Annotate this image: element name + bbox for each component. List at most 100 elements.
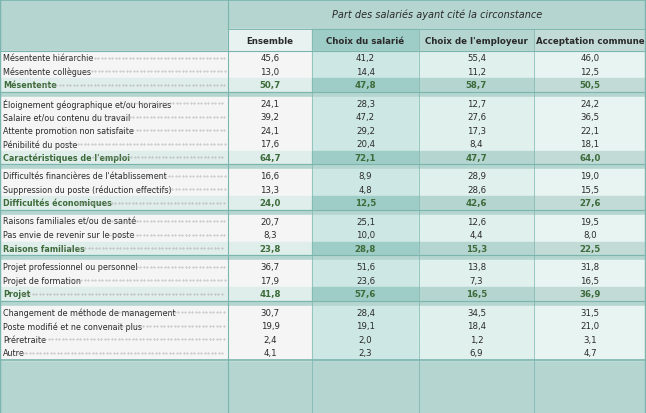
Bar bbox=[534, 65, 646, 79]
Bar bbox=[228, 151, 312, 165]
Text: 4,8: 4,8 bbox=[359, 185, 372, 194]
Bar bbox=[312, 138, 419, 151]
Bar bbox=[534, 79, 646, 92]
Bar bbox=[534, 287, 646, 301]
Bar bbox=[0, 287, 228, 301]
Bar bbox=[419, 319, 534, 333]
Bar bbox=[228, 97, 312, 111]
Bar bbox=[228, 255, 312, 260]
Bar bbox=[228, 52, 312, 65]
Bar bbox=[419, 124, 534, 138]
Text: 12,6: 12,6 bbox=[467, 217, 486, 226]
Bar bbox=[534, 151, 646, 165]
Text: 19,5: 19,5 bbox=[581, 217, 599, 226]
Bar bbox=[228, 242, 312, 255]
Text: 24,1: 24,1 bbox=[260, 100, 280, 109]
Bar bbox=[312, 151, 419, 165]
Bar bbox=[0, 197, 228, 210]
Text: 2,4: 2,4 bbox=[263, 335, 277, 344]
Bar bbox=[534, 215, 646, 228]
Bar bbox=[534, 124, 646, 138]
Bar bbox=[312, 260, 419, 274]
Bar bbox=[228, 0, 646, 30]
Bar bbox=[312, 346, 419, 360]
Bar bbox=[0, 165, 228, 170]
Bar bbox=[0, 333, 228, 346]
Bar bbox=[228, 197, 312, 210]
Bar bbox=[228, 165, 312, 170]
Text: Projet professionnel ou personnel: Projet professionnel ou personnel bbox=[3, 263, 138, 272]
Bar bbox=[419, 170, 534, 183]
Bar bbox=[0, 210, 228, 215]
Text: 47,7: 47,7 bbox=[466, 153, 487, 162]
Text: 23,6: 23,6 bbox=[356, 276, 375, 285]
Bar bbox=[0, 242, 228, 255]
Bar bbox=[228, 92, 312, 97]
Text: Choix du salarié: Choix du salarié bbox=[326, 36, 404, 45]
Text: 16,5: 16,5 bbox=[466, 290, 487, 299]
Bar bbox=[419, 30, 534, 52]
Bar bbox=[0, 65, 228, 79]
Text: Acceptation commune: Acceptation commune bbox=[536, 36, 644, 45]
Bar bbox=[0, 92, 228, 97]
Bar bbox=[419, 255, 534, 260]
Bar bbox=[228, 79, 312, 92]
Bar bbox=[419, 65, 534, 79]
Text: 3,1: 3,1 bbox=[583, 335, 597, 344]
Text: 24,2: 24,2 bbox=[581, 100, 599, 109]
Text: 55,4: 55,4 bbox=[467, 54, 486, 63]
Bar bbox=[312, 124, 419, 138]
Bar bbox=[0, 170, 228, 183]
Text: 11,2: 11,2 bbox=[467, 68, 486, 76]
Text: 47,2: 47,2 bbox=[356, 113, 375, 122]
Bar bbox=[534, 52, 646, 65]
Bar bbox=[0, 138, 228, 151]
Text: Suppression du poste (réduction effectifs): Suppression du poste (réduction effectif… bbox=[3, 185, 172, 195]
Bar bbox=[419, 138, 534, 151]
Bar bbox=[228, 65, 312, 79]
Bar bbox=[0, 319, 228, 333]
Bar bbox=[419, 52, 534, 65]
Bar bbox=[312, 97, 419, 111]
Text: Poste modifié et ne convenait plus: Poste modifié et ne convenait plus bbox=[3, 321, 142, 331]
Text: 12,7: 12,7 bbox=[467, 100, 486, 109]
Bar bbox=[0, 301, 228, 306]
Text: 39,2: 39,2 bbox=[260, 113, 280, 122]
Text: Projet: Projet bbox=[3, 290, 30, 299]
Text: 13,3: 13,3 bbox=[260, 185, 280, 194]
Bar bbox=[0, 215, 228, 228]
Text: 50,7: 50,7 bbox=[260, 81, 280, 90]
Bar bbox=[534, 301, 646, 306]
Bar bbox=[312, 274, 419, 287]
Text: 27,6: 27,6 bbox=[579, 199, 601, 208]
Bar bbox=[312, 79, 419, 92]
Text: 6,9: 6,9 bbox=[470, 349, 483, 357]
Text: 20,4: 20,4 bbox=[356, 140, 375, 149]
Bar bbox=[228, 319, 312, 333]
Bar bbox=[419, 301, 534, 306]
Bar bbox=[0, 260, 228, 274]
Text: 12,5: 12,5 bbox=[581, 68, 599, 76]
Bar bbox=[0, 124, 228, 138]
Text: Choix de l'employeur: Choix de l'employeur bbox=[425, 36, 528, 45]
Text: Difficultés économiques: Difficultés économiques bbox=[3, 199, 112, 208]
Bar bbox=[228, 306, 312, 319]
Bar bbox=[419, 183, 534, 197]
Text: 8,4: 8,4 bbox=[470, 140, 483, 149]
Text: 1,2: 1,2 bbox=[470, 335, 483, 344]
Bar bbox=[534, 210, 646, 215]
Bar bbox=[0, 151, 228, 165]
Bar bbox=[419, 333, 534, 346]
Bar bbox=[228, 215, 312, 228]
Text: 27,6: 27,6 bbox=[467, 113, 486, 122]
Bar bbox=[534, 255, 646, 260]
Text: Changement de méthode de management: Changement de méthode de management bbox=[3, 308, 176, 317]
Text: Mésentente hiérarchie: Mésentente hiérarchie bbox=[3, 54, 94, 63]
Text: 23,8: 23,8 bbox=[259, 244, 281, 253]
Bar bbox=[419, 97, 534, 111]
Bar bbox=[534, 138, 646, 151]
Text: Ensemble: Ensemble bbox=[247, 36, 293, 45]
Text: 31,8: 31,8 bbox=[581, 263, 599, 272]
Bar bbox=[312, 111, 419, 124]
Bar bbox=[419, 215, 534, 228]
